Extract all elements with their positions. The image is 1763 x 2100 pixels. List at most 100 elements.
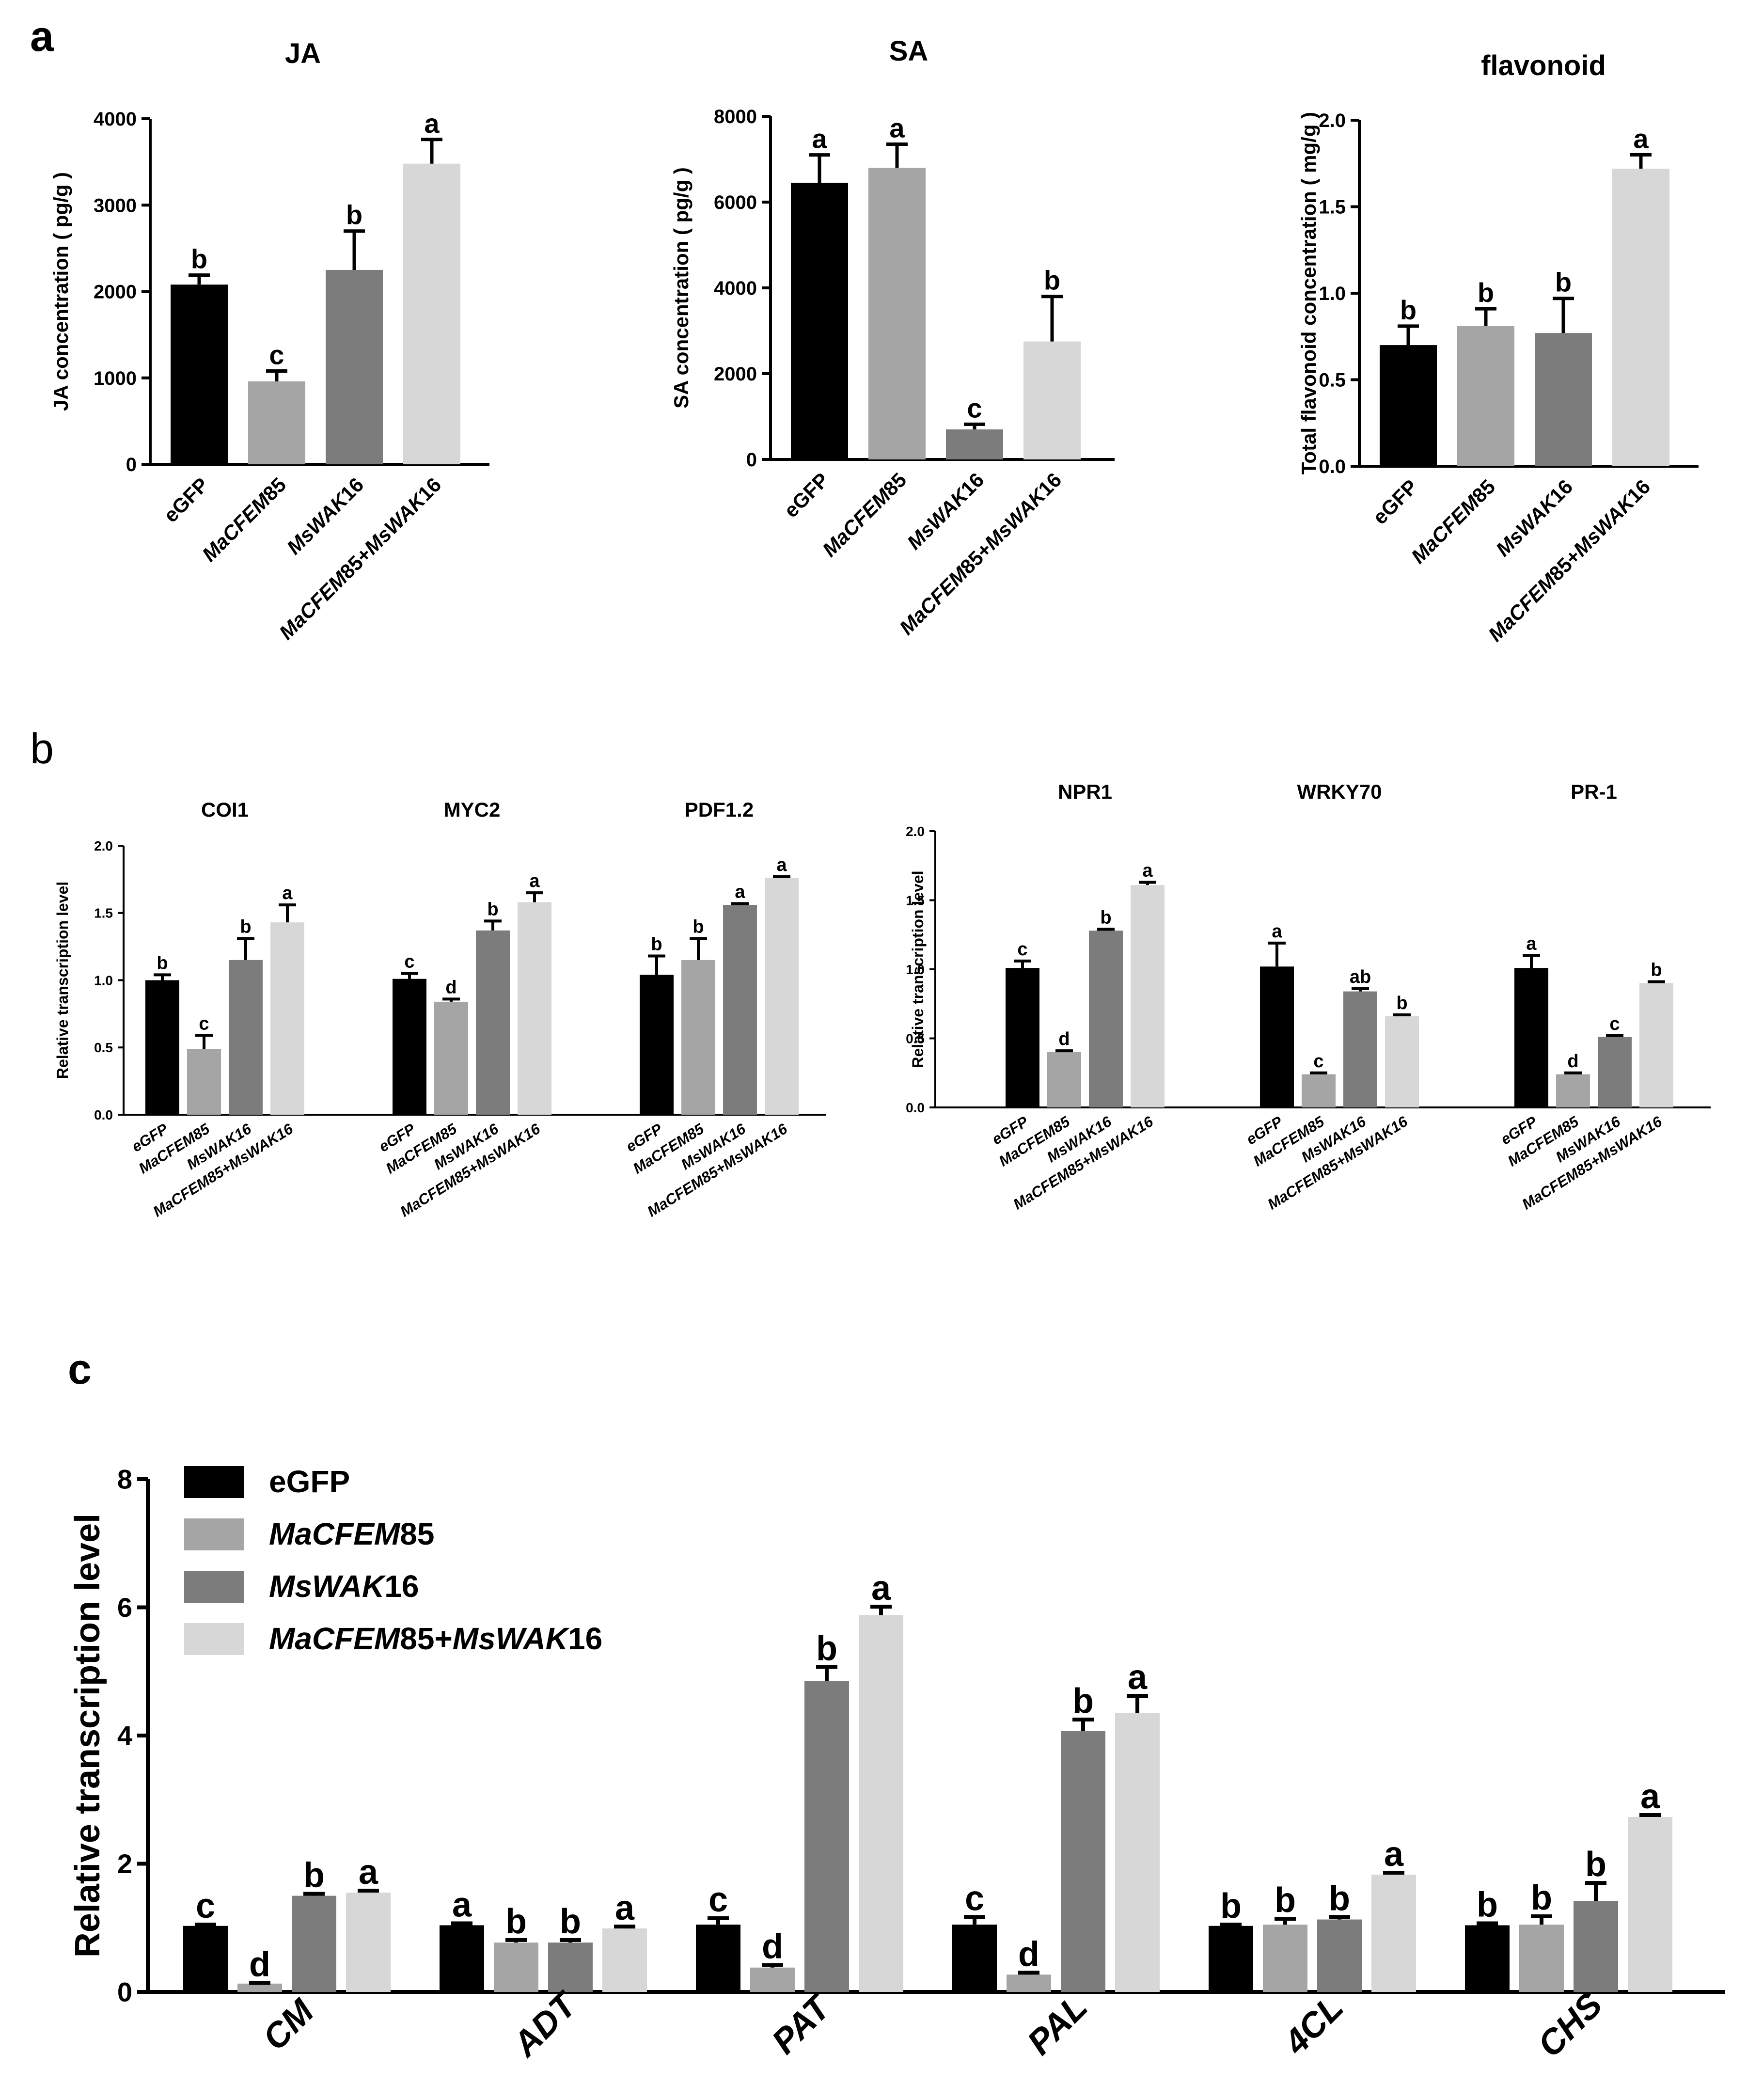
significance-letter: a [1142,860,1153,881]
legend-swatch [184,1518,244,1550]
significance-letter: a [529,871,540,891]
bar [1612,168,1669,467]
bar [1598,1037,1632,1107]
y-tick-label: 4000 [94,109,137,130]
bar [171,284,228,464]
y-tick-label: 2 [117,1848,132,1879]
bar [1465,1925,1510,1992]
bar [494,1942,538,1992]
bar [1385,1016,1419,1107]
significance-letter: ab [1350,967,1371,987]
significance-letter: b [1531,1879,1552,1917]
y-tick-label: 0.5 [94,1040,113,1055]
significance-letter: b [487,899,498,919]
bar [1302,1074,1336,1107]
significance-letter: d [249,1945,270,1984]
y-tick-label: 1.0 [94,973,113,988]
x-tick-label: MsWAK16 [1492,475,1577,561]
bar [696,1925,740,1992]
y-axis-title: Relative transcription level [54,882,71,1079]
bar [1343,991,1377,1107]
bar [640,975,674,1115]
x-tick-label: 4CL [1276,1988,1351,2063]
significance-letter: d [1567,1051,1578,1072]
significance-letter: c [965,1879,984,1918]
sa-pathway-genes-chart: Relative transcription level 0.0 0.5 1.0 1.5… [906,780,1711,1213]
significance-letter: c [1609,1014,1620,1034]
bar [403,163,460,464]
significance-letter: a [359,1853,378,1892]
ja-pathway-genes-chart: Relative transcription level 0.0 0.5 1.0 1.5… [54,798,826,1220]
y-tick-label: 2.0 [94,838,113,853]
y-tick-label: 0 [746,449,757,471]
y-axis-title: Relative transcription level [68,1514,107,1958]
significance-letter: b [1072,1682,1094,1721]
bar [859,1615,903,1992]
y-tick-label: 1.0 [1319,283,1346,304]
y-tick-label: 0.0 [94,1107,113,1122]
x-tick-label: MaCFEM85 [818,468,911,561]
bar [476,930,510,1115]
chart-title: flavonoid [1481,50,1606,81]
significance-letter: b [693,916,704,937]
bar [145,980,179,1115]
significance-letter: d [1018,1935,1039,1974]
y-tick-label: 0.0 [1319,456,1346,477]
bar [1007,1974,1051,1992]
significance-letter: c [1313,1051,1323,1072]
flavonoid-concentration-chart: flavonoid Total flavonoid concentration (… [1297,50,1699,646]
y-tick-label: 3000 [94,195,137,216]
y-tick-label: 1.0 [906,962,925,977]
bar [326,269,383,464]
gene-title: PR-1 [1571,780,1617,803]
bar [765,878,799,1115]
x-tick-label: MaCFEM85+MsWAK16 [895,468,1066,639]
legend-label: eGFP [269,1464,350,1499]
x-tick-label: PAL [1020,1988,1095,2063]
significance-letter: b [191,244,207,274]
bar [1639,983,1673,1107]
chart-title: SA [889,35,929,67]
x-tick-label: eGFP [1369,475,1422,529]
significance-letter: a [735,882,745,902]
y-tick-label: 1.5 [906,893,925,908]
significance-letter: b [560,1902,581,1941]
gene-title: PDF1.2 [685,798,754,821]
significance-letter: a [1384,1835,1404,1874]
y-axis-title: JA concentration ( pg/g ) [49,172,72,411]
chart-title: JA [285,38,321,69]
y-tick-label: 0 [126,454,137,475]
bar [346,1893,391,1992]
significance-letter: b [1477,1885,1498,1924]
significance-letter: b [816,1629,837,1668]
bar [1061,1731,1105,1992]
x-tick-label: ADT [505,1984,586,2065]
significance-letter: b [240,916,251,937]
significance-letter: b [1396,993,1407,1013]
significance-letter: a [282,883,293,903]
x-tick-label: eGFP [159,473,213,527]
bar [804,1681,849,1992]
y-tick-label: 8 [117,1464,132,1495]
bar [791,183,848,459]
significance-letter: b [1478,277,1494,308]
bar [1519,1925,1564,1992]
significance-letter: c [404,952,414,972]
bar [292,1895,336,1992]
gene-title: COI1 [201,798,249,821]
y-tick-label: 8000 [714,106,757,127]
bar [1006,968,1039,1107]
panel-label-c: c [68,1345,92,1393]
significance-letter: c [196,1887,215,1926]
bar [248,381,305,464]
bar [952,1925,997,1992]
y-tick-label: 2.0 [906,824,925,839]
y-tick-label: 1.5 [94,906,113,921]
legend-label: MaCFEM85+MsWAK16 [269,1621,602,1656]
legend-label: MsWAK16 [269,1569,419,1604]
significance-letter: a [452,1885,472,1924]
significance-letter: d [762,1927,783,1966]
significance-letter: b [157,953,168,973]
panel-label-a: a [30,12,54,60]
significance-letter: a [1272,921,1282,942]
